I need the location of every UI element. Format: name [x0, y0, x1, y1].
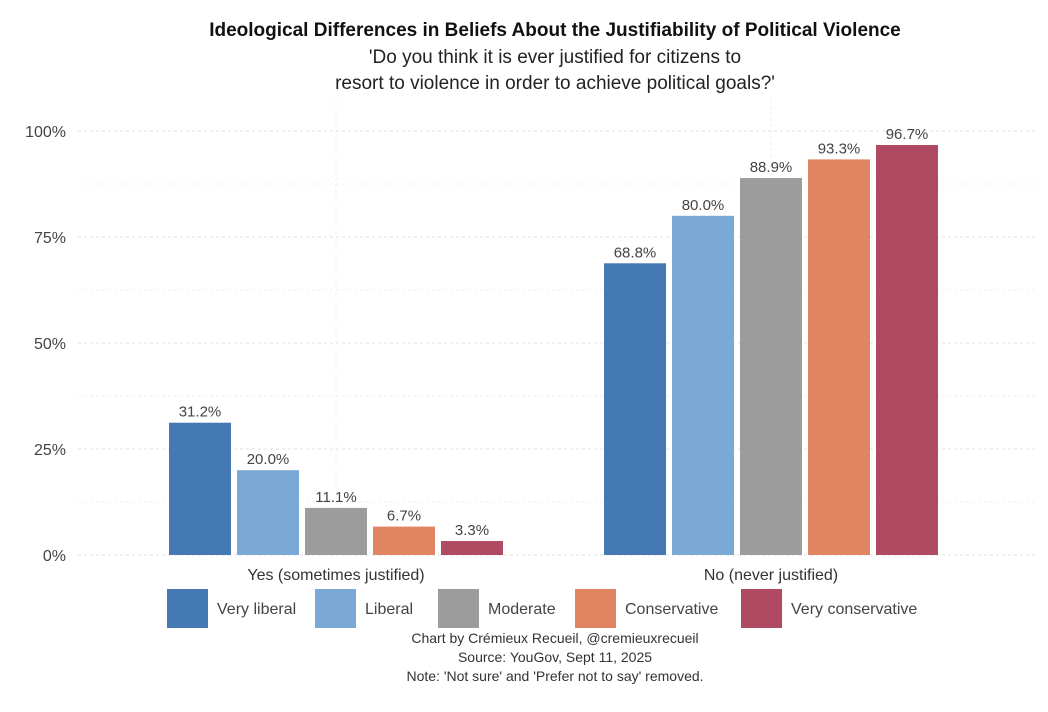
y-tick-label: 50%	[34, 336, 66, 353]
data-label: 11.1%	[315, 489, 356, 506]
chart-subtitle-line1: 'Do you think it is ever justified for c…	[369, 47, 741, 68]
bar-conservative	[373, 526, 435, 555]
x-tick-label: No (never justified)	[704, 567, 838, 584]
bar-liberal	[672, 215, 734, 556]
legend-swatch	[438, 589, 479, 628]
y-tick-label: 75%	[34, 230, 66, 247]
data-label: 6.7%	[387, 508, 421, 525]
bar-moderate	[740, 178, 802, 555]
x-tick-label: Yes (sometimes justified)	[247, 567, 424, 584]
bar-conservative	[808, 159, 870, 555]
y-tick-label: 25%	[34, 442, 66, 459]
bar-liberal	[237, 470, 299, 555]
data-label: 31.2%	[179, 404, 222, 421]
legend-swatch	[315, 589, 356, 628]
data-label: 93.3%	[818, 140, 861, 157]
y-tick-label: 0%	[43, 548, 66, 565]
caption-source: Source: YouGov, Sept 11, 2025	[458, 649, 652, 665]
legend-label: Very liberal	[217, 601, 296, 618]
data-label: 3.3%	[455, 522, 489, 539]
bar-very-conservative	[441, 541, 503, 555]
caption-note: Note: 'Not sure' and 'Prefer not to say'…	[406, 668, 703, 684]
bar-moderate	[305, 507, 367, 555]
bar-very-conservative	[876, 144, 938, 555]
data-label: 96.7%	[886, 126, 929, 143]
data-label: 20.0%	[247, 451, 290, 468]
caption-credit: Chart by Crémieux Recueil, @cremieuxrecu…	[411, 630, 698, 646]
data-label: 68.8%	[614, 244, 657, 261]
data-label: 80.0%	[682, 197, 725, 214]
legend-label: Moderate	[488, 601, 556, 618]
legend-label: Liberal	[365, 601, 413, 618]
chart-subtitle-line2: resort to violence in order to achieve p…	[335, 73, 775, 94]
legend-label: Very conservative	[791, 601, 917, 618]
chart-title: Ideological Differences in Beliefs About…	[209, 20, 901, 41]
legend-swatch	[167, 589, 208, 628]
bar-very-liberal	[169, 422, 231, 555]
legend-swatch	[575, 589, 616, 628]
data-label: 88.9%	[750, 159, 793, 176]
legend-swatch	[741, 589, 782, 628]
bar-very-liberal	[604, 263, 666, 555]
legend-label: Conservative	[625, 601, 718, 618]
y-tick-label: 100%	[25, 124, 66, 141]
